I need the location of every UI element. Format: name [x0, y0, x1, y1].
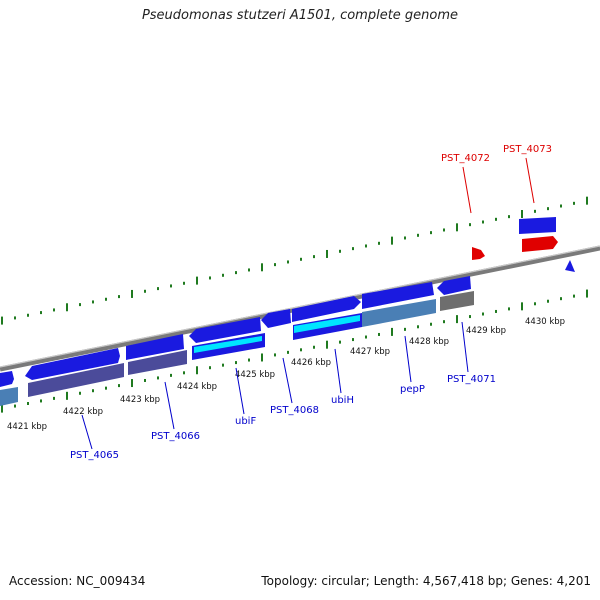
feature-row	[0, 291, 474, 406]
gene-label[interactable]: PST_4065	[70, 450, 119, 461]
axis-kbp-label: 4424 kbp	[177, 382, 217, 392]
gene-arrow[interactable]	[362, 282, 434, 309]
gene-leader-line	[282, 357, 293, 404]
gene-leader-line	[164, 381, 175, 430]
axis-kbp-label: 4430 kbp	[525, 317, 565, 327]
feature-bar[interactable]	[28, 363, 124, 397]
feature-bar[interactable]	[362, 299, 436, 327]
gene-leader-line	[461, 321, 469, 373]
axis-kbp-label: 4421 kbp	[7, 422, 47, 432]
accession-label: Accession: NC_009434	[9, 574, 146, 588]
genome-summary: Topology: circular; Length: 4,567,418 bp…	[261, 574, 591, 588]
gene-leader-line	[81, 414, 93, 450]
axis-kbp-label: 4428 kbp	[409, 337, 449, 347]
gene-leader-line	[334, 348, 342, 394]
map-title: Pseudomonas stutzeri A1501, complete gen…	[141, 8, 459, 23]
axis-kbp-label: 4427 kbp	[350, 347, 390, 357]
gene-arrow-pst4073[interactable]	[519, 217, 556, 234]
highlighted-gene-arrow[interactable]	[472, 247, 485, 260]
axis-kbp-label: 4429 kbp	[466, 326, 506, 336]
gene-label[interactable]: PST_4066	[151, 431, 200, 442]
gene-arrow[interactable]	[189, 317, 261, 343]
forward-strand-genes	[0, 217, 575, 387]
axis-kbp-label: 4423 kbp	[120, 395, 160, 405]
axis-kbp-label: 4425 kbp	[235, 370, 275, 380]
gene-arrow[interactable]	[25, 348, 120, 380]
gene-leader-line	[525, 157, 535, 204]
lower-tick-track	[1, 289, 588, 413]
axis-labels: 4421 kbp 4422 kbp 4423 kbp 4424 kbp 4425 kbp…	[7, 317, 565, 432]
gene-arrow[interactable]	[437, 276, 471, 295]
feature-bar-cyan[interactable]	[194, 336, 262, 353]
gene-leader-line	[404, 335, 412, 383]
axis-kbp-label: 4426 kbp	[291, 358, 331, 368]
gene-label[interactable]: ubiH	[331, 395, 354, 406]
gene-arrow[interactable]	[565, 260, 575, 272]
gene-label[interactable]: PST_4071	[447, 374, 496, 385]
gene-arrow[interactable]	[292, 296, 361, 322]
highlighted-gene-arrow[interactable]	[522, 236, 558, 252]
gene-labels: PST_4065 PST_4066 ubiF PST_4068 ubiH pepP PST_…	[70, 144, 552, 461]
upper-tick-track	[1, 196, 588, 325]
feature-bar[interactable]	[128, 350, 187, 375]
feature-bar[interactable]	[440, 291, 474, 311]
genome-backbone-highlight	[0, 245, 600, 368]
gene-arrow[interactable]	[126, 334, 184, 360]
axis-kbp-label: 4422 kbp	[63, 407, 103, 417]
gene-arrow[interactable]	[261, 309, 291, 328]
gene-label[interactable]: PST_4068	[270, 405, 319, 416]
gene-leader-line	[235, 367, 245, 415]
gene-label[interactable]: PST_4073	[503, 144, 552, 155]
gene-arrow[interactable]	[0, 371, 14, 387]
feature-bar-cyan[interactable]	[294, 315, 360, 333]
feature-bar[interactable]	[0, 387, 18, 406]
gene-label[interactable]: pepP	[400, 384, 425, 395]
gene-label[interactable]: ubiF	[235, 416, 256, 427]
gene-leader-line	[462, 166, 472, 214]
gene-label[interactable]: PST_4072	[441, 153, 490, 164]
